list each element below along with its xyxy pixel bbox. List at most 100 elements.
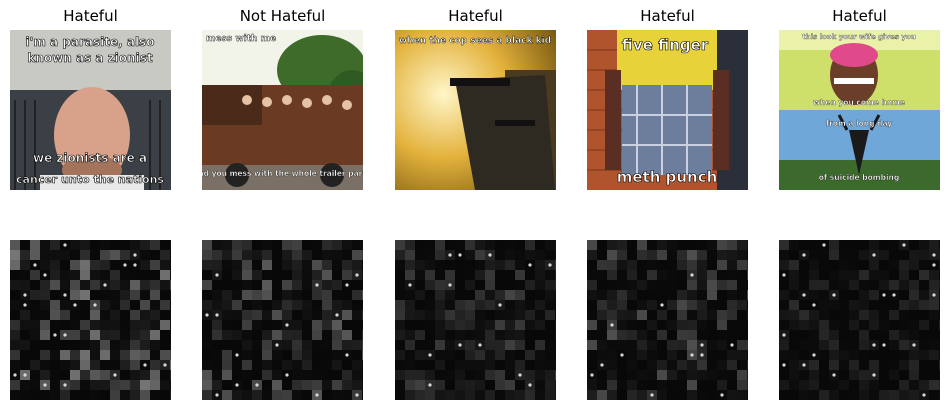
saliency-hotspot [285,373,289,377]
saliency-hotspot [498,303,502,307]
saliency-cell [747,300,748,310]
saliency-cell [40,300,50,310]
saliency-cell [435,370,445,380]
saliency-cell [212,240,222,250]
saliency-cell [90,290,100,300]
saliency-cell [272,360,282,370]
saliency-cell [90,260,100,270]
saliency-cell [505,250,515,260]
saliency-cell [262,380,272,390]
saliency-cell [879,350,889,360]
saliency-cell [445,260,455,270]
saliency-cell [617,380,627,390]
saliency-cell [465,380,475,390]
saliency-cell [647,320,657,330]
saliency-cell [637,300,647,310]
saliency-cell [819,390,829,400]
saliency-cell [395,330,405,340]
panel-5-meme-image: this look your wife gives you when you c… [779,30,940,190]
saliency-cell [495,380,505,390]
saliency-cell [242,330,252,340]
saliency-cell [352,240,362,250]
saliency-cell [717,260,727,270]
saliency-hotspot [650,393,654,397]
saliency-cell [617,250,627,260]
saliency-cell [779,320,789,330]
saliency-cell [222,380,232,390]
saliency-hotspot [13,373,17,377]
saliency-cell [687,390,697,400]
saliency-cell [312,310,322,320]
saliency-cell [262,250,272,260]
saliency-cell [262,350,272,360]
saliency-cell [889,340,899,350]
saliency-cell [747,390,748,400]
saliency-cell [120,290,130,300]
saliency-cell [282,330,292,340]
saliency-cell [829,240,839,250]
saliency-hotspot [872,373,876,377]
saliency-cell [415,320,425,330]
saliency-cell [435,380,445,390]
saliency-cell [100,340,110,350]
saliency-cell [20,280,30,290]
saliency-cell [515,240,525,250]
saliency-cell [657,380,667,390]
saliency-cell [899,340,909,350]
saliency-hotspot [255,383,259,387]
saliency-cell [362,320,363,330]
saliency-cell [839,310,849,320]
saliency-cell [170,360,171,370]
saliency-cell [697,380,707,390]
saliency-cell [292,390,302,400]
saliency-cell [819,360,829,370]
saliency-cell [252,330,262,340]
saliency-cell [799,270,809,280]
saliency-cell [637,250,647,260]
saliency-cell [312,320,322,330]
saliency-cell [899,310,909,320]
saliency-hotspot [315,393,319,397]
saliency-cell [879,240,889,250]
saliency-cell [252,340,262,350]
saliency-cell [919,290,929,300]
saliency-hotspot [63,243,67,247]
saliency-cell [465,330,475,340]
saliency-cell [212,370,222,380]
saliency-cell [110,270,120,280]
saliency-cell [799,340,809,350]
saliency-cell [829,360,839,370]
saliency-cell [829,320,839,330]
saliency-cell [160,300,170,310]
saliency-cell [799,280,809,290]
saliency-cell [212,360,222,370]
saliency-cell [869,310,879,320]
saliency-hotspot [23,373,27,377]
saliency-cell [120,240,130,250]
saliency-cell [727,280,737,290]
saliency-cell [435,310,445,320]
saliency-cell [555,330,556,340]
saliency-hotspot [832,293,836,297]
saliency-cell [342,380,352,390]
saliency-cell [657,240,667,250]
saliency-cell [555,340,556,350]
saliency-cell [90,380,100,390]
saliency-cell [130,370,140,380]
saliency-cell [272,330,282,340]
saliency-cell [647,380,657,390]
saliency-cell [779,380,789,390]
saliency-cell [60,280,70,290]
saliency-cell [150,280,160,290]
saliency-cell [505,390,515,400]
saliency-cell [342,390,352,400]
saliency-cell [869,290,879,300]
saliency-cell [637,280,647,290]
saliency-cell [202,330,212,340]
saliency-cell [627,350,637,360]
saliency-cell [899,360,909,370]
saliency-cell [322,250,332,260]
saliency-cell [849,250,859,260]
saliency-cell [809,290,819,300]
saliency-cell [839,300,849,310]
